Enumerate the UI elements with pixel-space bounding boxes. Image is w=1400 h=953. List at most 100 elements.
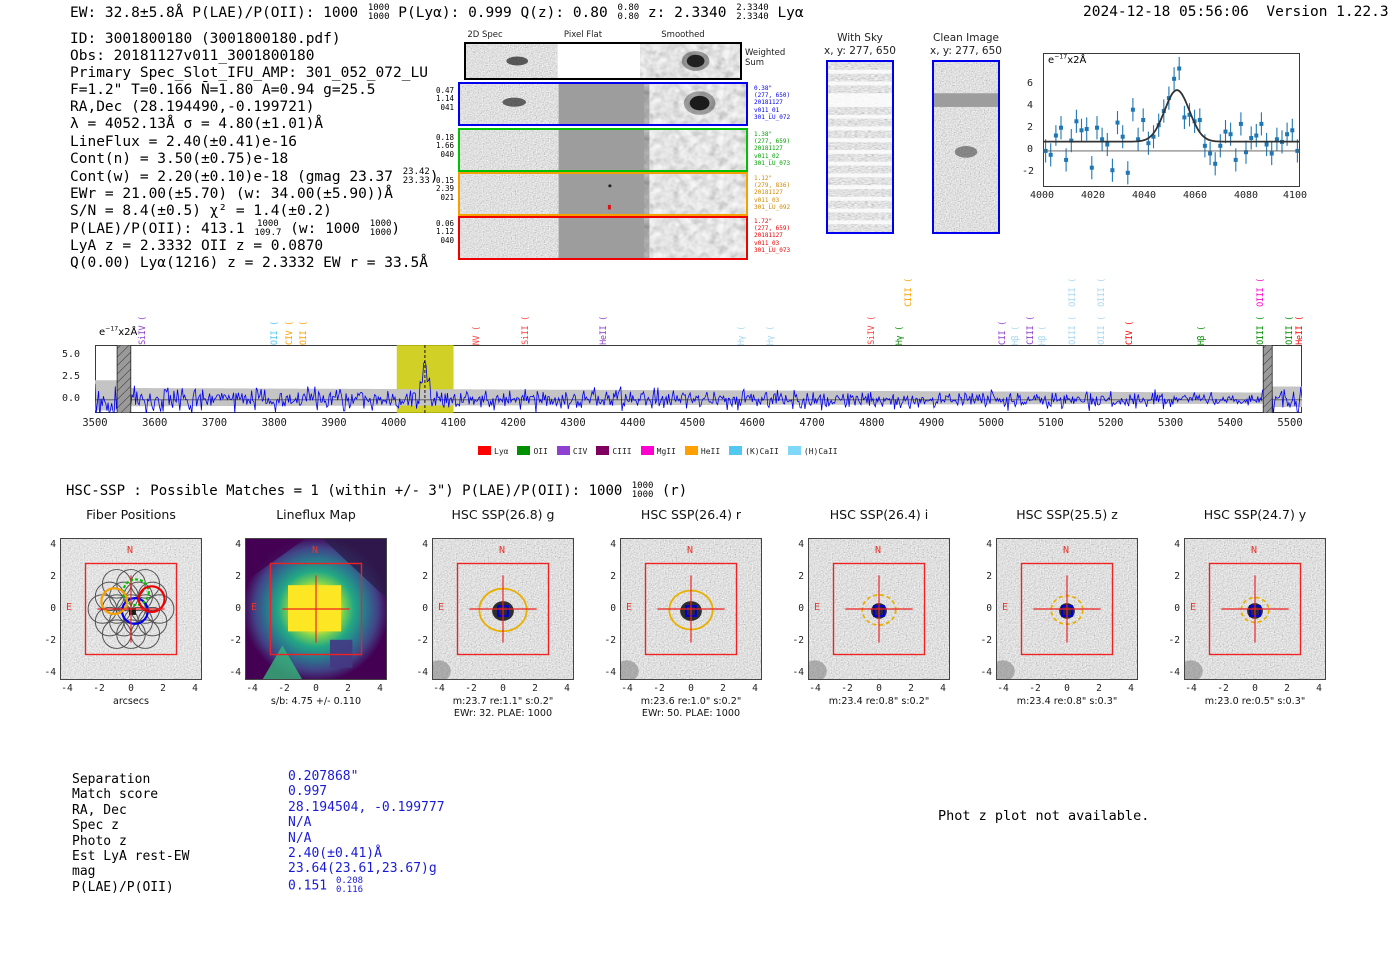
bigspec-ytick: 0.0 xyxy=(62,392,81,404)
compass-east-label: E xyxy=(66,602,73,613)
cutout-title: HSC SSP(26.8) g xyxy=(451,507,555,522)
legend-item: CIV xyxy=(556,446,587,456)
linefit-ytick-n2: -2 xyxy=(1022,166,1035,177)
emission-line-label: CIII ( xyxy=(903,278,914,307)
bigspec-xtick: 4500 xyxy=(679,417,706,429)
linefit-xtick-4100: 4100 xyxy=(1283,190,1308,201)
bigspec-xtick: 4300 xyxy=(560,417,586,429)
legend-swatch xyxy=(517,446,531,455)
bigspec-ytick: 2.5 xyxy=(62,370,81,382)
legend-item: HeII xyxy=(684,446,720,456)
bigspec-xtick: 4400 xyxy=(620,417,646,429)
header-z-label: z: 2.3340 xyxy=(639,5,736,21)
cutout-xtick: -4 xyxy=(809,683,821,694)
linefit-xtick-4000: 4000 xyxy=(1030,190,1055,201)
emission-line-label: OIII ( xyxy=(1285,316,1296,345)
cutout-xtick: 2 xyxy=(345,683,351,694)
cutout-xtick: -4 xyxy=(61,683,73,694)
spectrum-legend: Lyα OII CIV CIII MgII HeII (K)CaII (H)CaII xyxy=(478,446,847,456)
legend-swatch xyxy=(596,446,610,455)
legend-swatch xyxy=(684,446,698,455)
cutout-xtick: -4 xyxy=(433,683,445,694)
cutout-panel-row: Fiber Positions N E 4 2 0 -2 -4 -4 -2 0 2 4 arcsecs L… xyxy=(0,505,1400,735)
cutout-xtick: 0 xyxy=(688,683,694,694)
cutout-ytick: -4 xyxy=(792,667,804,678)
compass-north-label: N xyxy=(499,545,506,556)
cutout-ytick: 0 xyxy=(986,603,992,614)
legend-item: (H)CaII xyxy=(787,446,838,456)
column-title-smoothed: Smoothed xyxy=(661,30,705,40)
cutout-image[interactable] xyxy=(60,538,202,680)
header-ew-plae: EW: 32.8±5.8Å P(LAE)/P(OII): 1000 xyxy=(70,5,367,21)
info-q-line: Q(0.00) Lyα(1216) z = 2.3332 EW r = 33.5… xyxy=(70,255,428,272)
cutout-xtick: -4 xyxy=(997,683,1009,694)
cutout-xtick: 0 xyxy=(1252,683,1258,694)
legend-swatch xyxy=(787,446,801,455)
compass-east-label: E xyxy=(438,602,445,613)
cutout-xtick: 2 xyxy=(532,683,538,694)
summary-table-keys: Separation Match score RA, Dec Spec z Photo … xyxy=(72,772,189,895)
bigspec-xtick: 4700 xyxy=(799,417,825,429)
cutout-caption-1: m:23.4 re:0.8" s:0.2" xyxy=(828,696,930,707)
compass-east-label: E xyxy=(814,602,821,613)
info-id: ID: 3001800180 (3001800180.pdf) xyxy=(70,31,341,47)
twod-spectra-panel: 2D Spec Pixel Flat Smoothed Weighted Sum … xyxy=(436,30,790,260)
cutout-ytick: 2 xyxy=(986,571,992,582)
cutout-xtick: 0 xyxy=(313,683,319,694)
cutout-xtick: -2 xyxy=(1029,683,1041,694)
cutout-image[interactable] xyxy=(1184,538,1326,680)
summary-value: 2.40(±0.41)Å xyxy=(288,846,382,862)
linefit-ytick-0: 0 xyxy=(1027,144,1034,155)
cutout-title: HSC SSP(24.7) y xyxy=(1203,507,1307,522)
emission-line-label: OIII ( xyxy=(1067,278,1078,307)
legend-swatch xyxy=(556,446,570,455)
cutout-xtick: -2 xyxy=(93,683,105,694)
compass-east-label: E xyxy=(626,602,633,613)
summary-plae-fraction: 0.208 0.116 xyxy=(335,875,364,895)
emission-line-label: Hγ ( xyxy=(736,325,747,345)
cutout-ytick: 4 xyxy=(798,539,804,550)
emission-line-label: HeII ( xyxy=(599,316,610,345)
cutout-ytick: -4 xyxy=(44,667,56,678)
bigspec-xtick: 5400 xyxy=(1217,417,1243,429)
legend-label: OII xyxy=(533,447,548,456)
cutout-image[interactable] xyxy=(620,538,762,680)
cutout-xtick: 4 xyxy=(1128,683,1134,694)
emission-line-label: Hγ ( xyxy=(895,325,906,345)
info-obs: Obs: 20181127v011_3001800180 xyxy=(70,48,315,65)
info-cont-n: Cont(n) = 3.50(±0.75)e-18 xyxy=(70,150,289,167)
photz-unavailable-note: Phot z plot not available. xyxy=(938,808,1150,824)
emission-line-label: CII ( xyxy=(998,320,1009,345)
cutout-image[interactable] xyxy=(432,538,574,680)
compass-north-label: N xyxy=(1251,545,1258,556)
compass-east-label: E xyxy=(251,602,258,613)
legend-item: CIII xyxy=(596,446,632,456)
summary-value: N/A xyxy=(288,815,312,831)
cutout-caption-1: m:23.7 re:1.1" s:0.2" xyxy=(452,696,554,707)
summary-value: 28.194504, -0.199777 xyxy=(288,799,445,815)
bigspec-canvas xyxy=(95,345,1302,413)
cutout-image[interactable] xyxy=(808,538,950,680)
legend-swatch xyxy=(729,446,743,455)
cutout-ytick: 4 xyxy=(1174,539,1180,550)
bigspec-xtick: 3700 xyxy=(201,417,228,429)
cutout-xtick: 4 xyxy=(752,683,758,694)
bigspec-ytick: 5.0 xyxy=(62,348,81,360)
cutout-caption-2: EWr: 32. PLAE: 1000 xyxy=(453,708,553,719)
info-lineflux: LineFlux = 2.40(±0.41)e-16 xyxy=(70,133,297,150)
cutout-xtick: -2 xyxy=(465,683,477,694)
cutout-ytick: 0 xyxy=(610,603,616,614)
compass-north-label: N xyxy=(1063,545,1070,556)
cutout-image[interactable] xyxy=(245,538,387,680)
bigspec-xtick: 3900 xyxy=(321,417,347,429)
cutout-image[interactable] xyxy=(996,538,1138,680)
cutout-ytick: -4 xyxy=(980,667,992,678)
cutout-xtick: 4 xyxy=(377,683,383,694)
cutout-title: Fiber Positions xyxy=(86,507,176,522)
cutout-ytick: 4 xyxy=(986,539,992,550)
emission-line-fit-plot: e−17x2Å 6 4 2 0 -2 4000 4020 4040 4060 4… xyxy=(1022,53,1307,201)
cutout-xtick: -2 xyxy=(653,683,665,694)
legend-swatch xyxy=(478,446,491,455)
bigspec-xtick: 5000 xyxy=(978,417,1004,429)
info-params: F=1.2" T=0.166 N̄=1.80 A=0.94 g=25.5 xyxy=(70,82,376,99)
